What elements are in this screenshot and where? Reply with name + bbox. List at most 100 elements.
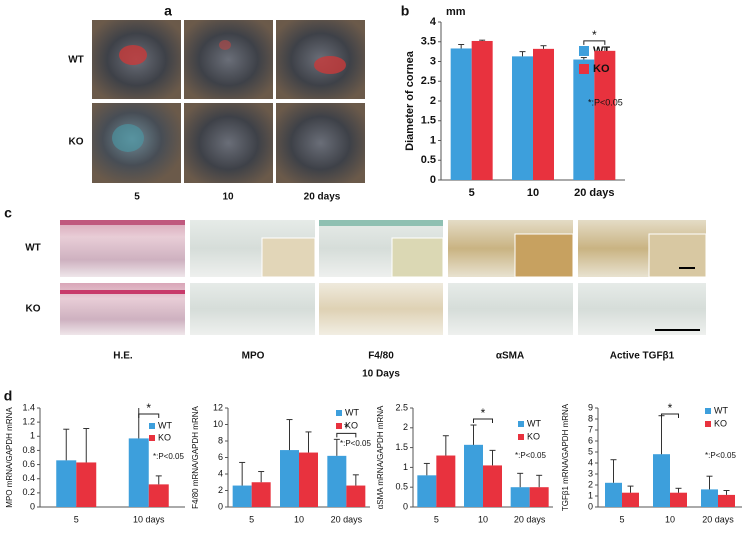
y-tick-label: 0 (218, 501, 223, 511)
panel-label: c (4, 205, 12, 221)
bar (56, 460, 77, 507)
y-tick-label: 6 (588, 435, 593, 445)
y-tick-label: 1 (430, 134, 436, 146)
bar (533, 48, 554, 180)
legend-swatch (579, 64, 589, 74)
significance-bracket (336, 432, 357, 438)
y-tick-label: 0 (430, 174, 436, 186)
x-tick-label: 5 (249, 514, 254, 524)
photo (184, 20, 273, 99)
image (319, 283, 443, 335)
panel-label: a (164, 3, 172, 19)
y-tick-label: 2 (403, 422, 408, 432)
y-tick-label: 4 (218, 468, 223, 478)
note: *:P<0.05 (705, 451, 736, 460)
legend-label: WT (345, 407, 359, 417)
significance-label: * (344, 421, 349, 435)
y-tick-label: 0 (403, 501, 408, 511)
y-tick-label: 2.5 (421, 75, 436, 87)
note: *:P<0.05 (340, 439, 371, 448)
bar (529, 487, 549, 507)
y-tick-label: 7 (588, 424, 593, 434)
significance-label: * (481, 406, 486, 420)
legend-label: KO (158, 432, 171, 442)
y-tick-label: 1.5 (395, 442, 408, 452)
image (190, 283, 315, 335)
legend-label: KO (593, 63, 610, 75)
bar (327, 455, 347, 507)
y-unit: mm (446, 6, 466, 18)
y-tick-label: 0 (30, 501, 35, 511)
x-tick-label: 5 (619, 514, 624, 524)
y-tick-label: 8 (588, 413, 593, 423)
x-tick-label: 20 days (574, 187, 614, 199)
image (578, 283, 706, 335)
y-tick-label: 0 (588, 501, 593, 511)
bar (718, 494, 735, 507)
bar (450, 48, 472, 181)
inset (648, 233, 707, 278)
panel-label: b (401, 3, 410, 19)
y-tick-label: 6 (218, 452, 223, 462)
y-axis-label: αSMA mRNA/GAPDH mRNA (376, 405, 385, 509)
y-tick-label: 0.2 (22, 487, 35, 497)
y-tick-label: 2 (430, 95, 436, 107)
note: *:P<0.05 (515, 451, 546, 460)
y-tick-label: 8 (218, 435, 223, 445)
row-label: KO (69, 137, 84, 148)
y-tick-label: 1 (403, 462, 408, 472)
x-tick-label: 5 (469, 187, 475, 199)
legend-swatch (705, 408, 711, 414)
image (448, 283, 573, 335)
y-tick-label: 1 (588, 490, 593, 500)
photo (184, 103, 273, 183)
photo-detail (314, 56, 346, 74)
bar (299, 452, 318, 507)
significance-label: * (146, 401, 151, 415)
col-label: Active TGFβ1 (610, 351, 675, 362)
bar (605, 482, 622, 507)
subtitle: 10 Days (362, 369, 400, 380)
y-tick-label: 0.6 (22, 459, 35, 469)
legend-swatch (336, 423, 342, 429)
y-tick-label: 10 (213, 419, 223, 429)
legend-swatch (705, 421, 711, 427)
col-label: 20 days (304, 192, 341, 203)
legend-label: WT (158, 420, 172, 430)
y-tick-label: 5 (588, 446, 593, 456)
y-tick-label: 1.4 (22, 402, 35, 412)
bar (464, 444, 483, 507)
y-axis-label: F4/80 mRNA/GAPDH mRNA (191, 405, 200, 508)
legend-label: KO (345, 420, 358, 430)
y-tick-label: 3.5 (421, 36, 436, 48)
bar (436, 455, 456, 507)
eye-photos (92, 20, 365, 183)
y-tick-label: 0.5 (395, 482, 408, 492)
y-tick-label: 2 (218, 485, 223, 495)
legend-label: KO (527, 431, 540, 441)
row-label: KO (26, 304, 41, 315)
legend-swatch (336, 410, 342, 416)
significance-bracket (138, 413, 160, 418)
photo (276, 103, 365, 183)
y-tick-label: 4 (588, 457, 593, 467)
y-tick-label: 4 (430, 16, 437, 28)
legend-swatch (579, 46, 589, 56)
y-tick-label: 3 (588, 468, 593, 478)
y-tick-label: 0.8 (22, 445, 35, 455)
y-tick-label: 9 (588, 402, 593, 412)
legend-swatch (518, 421, 524, 427)
y-tick-label: 0.5 (421, 154, 436, 166)
bar (594, 50, 616, 181)
x-tick-label: 10 (478, 514, 488, 524)
legend-swatch (149, 423, 155, 429)
photo-detail (112, 124, 144, 152)
bar (622, 492, 639, 507)
bar (148, 484, 169, 507)
col-label: F4/80 (368, 351, 394, 362)
bar (346, 485, 366, 507)
image-detail (319, 220, 443, 226)
bar (653, 454, 670, 507)
